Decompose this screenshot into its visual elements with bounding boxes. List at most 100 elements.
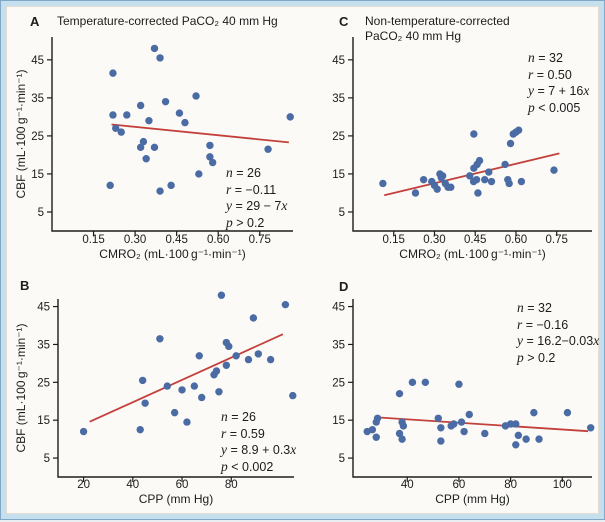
stats-value: = 32: [523, 301, 552, 315]
data-point: [254, 350, 263, 358]
x-tick-label: 0.45: [464, 234, 486, 246]
data-point: [244, 355, 253, 364]
trendline: [111, 123, 289, 144]
data-point: [150, 44, 159, 53]
data-point: [225, 342, 233, 351]
data-point: [175, 109, 184, 117]
data-point: [481, 429, 489, 438]
data-point: [123, 111, 131, 119]
axes: [51, 37, 293, 232]
y-axis-title: CBF (mL·100 g⁻¹·min⁻¹): [14, 323, 28, 452]
stats-variable: n: [221, 409, 228, 424]
data-point: [506, 139, 515, 148]
stats-value: = 0.59: [226, 426, 265, 441]
panel-d-letter: D: [339, 279, 349, 294]
panel-d-plot: 5 15 25 35 45 40 60 80 100 CPP (mm Hg): [332, 299, 595, 506]
figure-canvas: A Temperature-corrected PaCO₂ 40 mm Hg 5…: [6, 6, 599, 514]
x-tick-label: 0.15: [383, 234, 405, 246]
data-point: [447, 183, 455, 191]
data-point: [156, 187, 164, 195]
stats-variable: n: [226, 165, 233, 180]
data-point: [485, 168, 493, 176]
x-axis-title: CPP (mm Hg): [435, 492, 509, 506]
stats-line: n = 26: [221, 409, 296, 426]
stats-variable-x: x: [281, 198, 288, 213]
stats-variable-x: x: [593, 333, 600, 348]
x-tick-label: 0.75: [545, 234, 567, 246]
panel-b-stats: n = 26 r = 0.59 y = 8.9 + 0.3x p < 0.002: [221, 409, 296, 475]
stats-line: p < 0.005: [528, 100, 589, 117]
data-point: [437, 437, 445, 445]
data-point: [281, 300, 290, 309]
panel-c: C Non-temperature-corrected PaCO₂ 40 mm …: [314, 12, 605, 264]
data-point: [522, 435, 530, 443]
stats-value: < 0.002: [227, 459, 274, 474]
stats-variable: y: [517, 333, 523, 348]
data-point: [106, 181, 114, 190]
axes: [352, 299, 592, 478]
stats-line: y = 16.2−0.03x: [517, 333, 599, 350]
data-point: [139, 137, 148, 146]
stats-variable-x: x: [583, 83, 590, 98]
stats-line: y = 7 + 16x: [528, 83, 589, 100]
data-point: [450, 420, 458, 428]
data-point: [156, 54, 164, 62]
data-point: [398, 435, 406, 443]
data-point: [206, 141, 214, 150]
data-point: [481, 175, 489, 184]
data-point: [457, 418, 466, 426]
stats-variable: y: [226, 198, 232, 213]
data-point: [563, 408, 572, 417]
data-point: [264, 145, 272, 153]
data-point: [475, 156, 484, 165]
y-tick-label: 5: [38, 207, 44, 219]
y-tick-label: 45: [332, 302, 345, 314]
y-tick-label: 35: [37, 339, 50, 351]
stats-value: = 0.50: [533, 67, 572, 82]
trendline: [89, 333, 284, 423]
y-tick-label: 25: [332, 131, 345, 143]
x-tick-label: 0.60: [505, 234, 527, 246]
stats-line: n = 32: [517, 300, 599, 317]
stats-value: = 32: [534, 51, 563, 65]
data-point: [145, 116, 153, 125]
stats-line: n = 26: [226, 165, 287, 182]
stats-variable: p: [226, 214, 233, 230]
stats-line: y = 8.9 + 0.3x: [221, 442, 296, 459]
data-point: [395, 429, 404, 438]
stats-line: r = 0.50: [528, 67, 589, 84]
data-point: [183, 418, 191, 426]
data-point: [161, 97, 170, 106]
y-tick-label: 45: [37, 302, 50, 314]
x-tick-label: 0.30: [124, 234, 146, 246]
data-point: [112, 124, 120, 132]
y-tick-label: 35: [332, 93, 345, 105]
stats-value: > 0.2: [523, 350, 556, 365]
data-point: [455, 380, 463, 388]
y-tick-label: 35: [31, 93, 44, 105]
data-point: [109, 111, 117, 119]
data-point: [190, 382, 199, 390]
stats-line: p > 0.2: [517, 350, 599, 367]
x-axis-title: CMRO₂ (mL·100 g⁻¹·min⁻¹): [99, 247, 245, 261]
data-point: [372, 433, 380, 441]
y-tick-label: 25: [332, 377, 345, 389]
data-point: [466, 172, 474, 180]
panel-b: B 5 15 25 35 45 20 40 60 80 CPP (mm Hg) CBF (mL·10…: [14, 270, 306, 522]
panel-a-title: Temperature-corrected PaCO₂ 40 mm Hg: [57, 14, 278, 28]
x-tick-label: 0.15: [82, 234, 104, 246]
data-point: [421, 378, 430, 387]
data-point: [474, 189, 482, 197]
panel-d: D 5 15 25 35 45 40 60 80 100 CPP (mm Hg) n = 32 r …: [314, 270, 605, 522]
axes: [57, 299, 294, 478]
data-point: [395, 389, 404, 398]
stats-variable-x: x: [290, 442, 297, 457]
stats-line: n = 32: [528, 50, 589, 67]
data-point: [232, 352, 240, 360]
stats-value: = −0.11: [231, 182, 277, 197]
data-point: [208, 158, 217, 167]
data-point: [286, 113, 294, 121]
data-point: [136, 143, 145, 152]
data-point: [142, 155, 150, 163]
